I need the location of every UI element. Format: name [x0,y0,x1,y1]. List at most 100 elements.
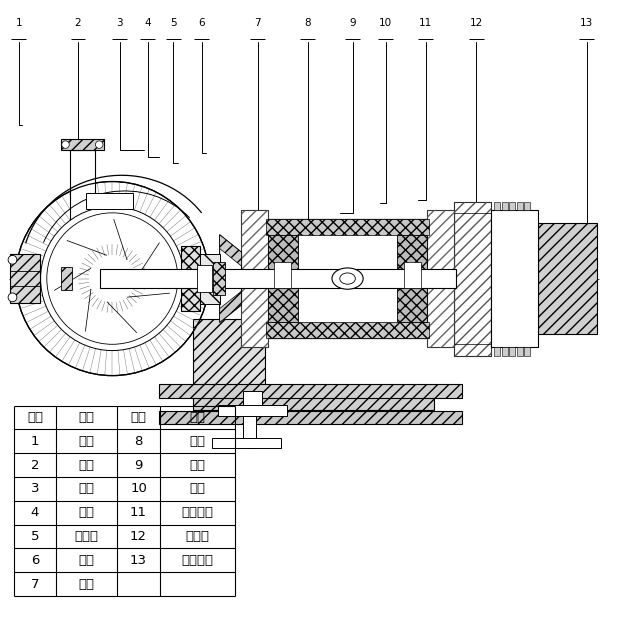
Bar [454,202,491,356]
Bar [509,347,515,356]
Bar [266,322,429,338]
Circle shape [47,213,178,344]
Text: 8: 8 [134,435,143,448]
Text: 支架: 支架 [79,554,95,567]
Text: 10: 10 [130,483,147,495]
Bar [427,210,454,347]
Bar [159,411,462,424]
Text: 6: 6 [31,554,39,567]
Text: 名稱: 名稱 [189,411,205,424]
Circle shape [95,141,103,148]
Bar [10,254,40,303]
Text: 泵軸: 泵軸 [79,578,95,590]
Bar [502,202,508,210]
Circle shape [90,257,134,300]
Bar [494,202,500,210]
Text: 4: 4 [145,18,151,28]
Bar [494,347,500,356]
Bar [524,347,530,356]
Bar [517,202,523,210]
Bar [243,416,256,448]
Bar [197,265,212,292]
Bar [181,246,200,311]
Text: 2: 2 [31,459,39,471]
Text: 2: 2 [75,18,81,28]
Bar [243,391,262,416]
Bar [427,210,454,347]
Text: 13: 13 [130,554,147,567]
Text: 泵體: 泵體 [79,435,95,448]
Text: 8: 8 [305,18,311,28]
Bar [86,193,133,208]
Bar [502,347,508,356]
Polygon shape [220,235,241,322]
Bar [397,235,427,322]
Text: 12: 12 [469,18,483,28]
Bar [509,202,515,210]
Polygon shape [220,291,241,322]
Text: 序號: 序號 [130,411,147,424]
Text: 13: 13 [580,18,593,28]
Text: 油蓋: 油蓋 [189,435,205,448]
Bar [200,254,220,304]
Text: 7: 7 [255,18,261,28]
Bar [266,219,429,338]
Bar [538,223,597,334]
Circle shape [75,241,150,316]
Circle shape [8,255,17,264]
Bar [193,396,434,410]
Polygon shape [220,235,241,266]
Text: 11: 11 [419,18,432,28]
Bar [266,219,429,235]
Bar [70,150,95,220]
Text: 序號: 序號 [27,411,43,424]
Bar [213,262,225,295]
Text: 軸承壓蓋: 軸承壓蓋 [181,506,213,519]
Bar [61,139,104,150]
Text: 密封件: 密封件 [75,530,99,543]
Bar [241,210,268,347]
Text: 6: 6 [198,18,205,28]
Text: 葉輪: 葉輪 [79,459,95,471]
Text: 3: 3 [117,18,123,28]
Circle shape [41,207,184,351]
Text: 3: 3 [31,483,39,495]
Text: 1: 1 [16,18,22,28]
Bar [274,262,291,288]
Bar [218,405,287,416]
Bar [491,210,538,347]
Circle shape [62,141,69,148]
Ellipse shape [339,273,356,284]
Bar [454,202,491,356]
Text: 9: 9 [134,459,143,471]
Text: 名稱: 名稱 [79,411,95,424]
Bar [241,210,268,347]
Ellipse shape [332,268,363,289]
Bar [159,384,462,398]
Text: 12: 12 [130,530,147,543]
Text: 5: 5 [31,530,39,543]
Text: 油鏡: 油鏡 [189,459,205,471]
Bar [268,235,298,322]
Text: 4: 4 [31,506,39,519]
Bar [212,438,281,448]
Text: 10: 10 [379,18,392,28]
Bar [517,347,523,356]
Text: 聯軸器: 聯軸器 [185,530,209,543]
Circle shape [59,225,165,332]
Bar [193,319,265,391]
Text: 1: 1 [31,435,39,448]
Circle shape [8,293,17,302]
Text: 軸承: 軸承 [189,483,205,495]
Bar [524,202,530,210]
Text: 壓蓋: 壓蓋 [79,506,95,519]
Bar [404,262,421,288]
Bar [61,267,72,290]
Text: 11: 11 [130,506,147,519]
Circle shape [16,182,209,376]
Bar [100,269,456,288]
Text: 9: 9 [349,18,356,28]
Text: 后蓋: 后蓋 [79,483,95,495]
Text: 7: 7 [31,578,39,590]
Text: 5: 5 [170,18,177,28]
